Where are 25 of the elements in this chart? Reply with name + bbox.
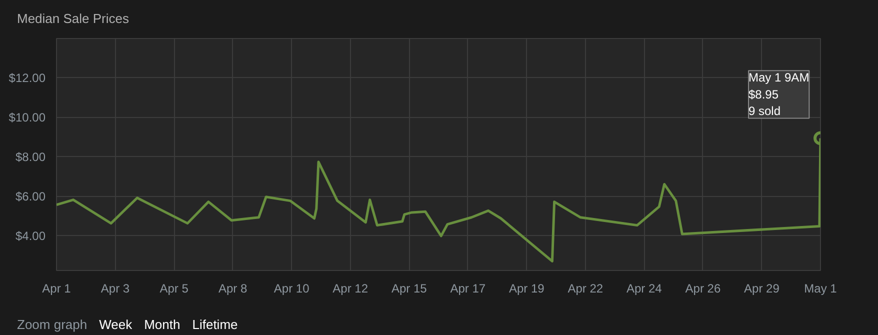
text: Zoom graph: [17, 317, 88, 332]
x-tick-label: Apr 5: [160, 282, 189, 296]
x-tick-label: Apr 12: [332, 282, 368, 296]
x-tick-label: Apr 26: [685, 282, 721, 296]
x-tick-label: Apr 10: [274, 282, 310, 296]
x-tick-label: Apr 3: [100, 282, 130, 296]
y-tick-label: $4.00: [15, 228, 46, 243]
text: Month: [144, 317, 180, 332]
x-tick-label: Apr 19: [508, 282, 545, 296]
x-tick-label: Apr 8: [218, 282, 248, 296]
x-tick-label: Apr 1: [42, 282, 72, 296]
y-tick-label: $6.00: [15, 189, 46, 204]
x-tick-label: Apr 17: [450, 282, 486, 296]
text: Lifetime: [192, 317, 238, 332]
y-tick-label: $8.00: [15, 150, 46, 164]
y-tick-label: $10.00: [8, 110, 46, 124]
text: Week: [99, 317, 132, 332]
x-tick-label: May 1: [804, 282, 838, 296]
x-tick-label: Apr 15: [391, 282, 428, 296]
chart-title: Median Sale Prices: [16, 10, 129, 26]
x-tick-label: Apr 29: [744, 282, 780, 296]
x-tick-label: Apr 24: [626, 282, 662, 296]
annotation: May 1 9AM $8.95 9 sold: [748, 70, 810, 118]
x-tick-label: Apr 22: [568, 282, 604, 296]
y-tick-label: $12.00: [8, 70, 46, 85]
